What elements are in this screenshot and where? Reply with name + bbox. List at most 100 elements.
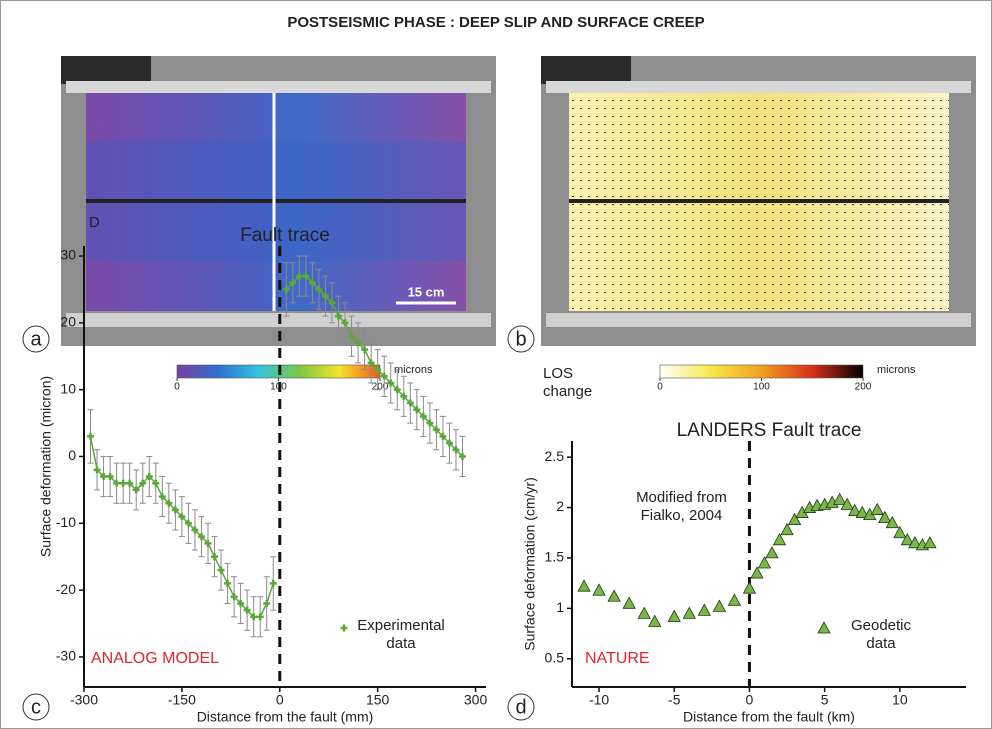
data-point	[224, 579, 232, 587]
data-point	[165, 499, 173, 507]
data-point	[406, 399, 414, 407]
data-point	[592, 583, 606, 596]
data-point	[269, 579, 277, 587]
data-point	[282, 285, 290, 293]
data-point	[126, 479, 134, 487]
data-point	[197, 533, 205, 541]
data-point	[184, 519, 192, 527]
panel-label: c	[31, 696, 41, 718]
panel-label: b	[515, 328, 526, 350]
chart-title: Fault trace	[240, 225, 330, 246]
x-axis-label: Distance from the fault (km)	[683, 709, 855, 725]
data-point	[340, 624, 348, 632]
data-point	[923, 535, 937, 549]
y-tick-label: -10	[56, 514, 76, 530]
data-point	[426, 419, 434, 427]
annotation: NATURE	[585, 650, 650, 667]
data-point	[354, 339, 362, 347]
colorbar-tick-label: 100	[753, 382, 770, 393]
data-point	[908, 535, 922, 549]
data-point	[445, 439, 453, 447]
data-point	[648, 614, 662, 627]
data-point	[341, 319, 349, 327]
y-tick-label: 2	[556, 498, 564, 514]
data-point	[637, 606, 651, 619]
data-point	[256, 613, 264, 621]
colorbar-unit: microns	[394, 364, 433, 376]
data-point	[607, 589, 621, 602]
y-tick-label: 20	[60, 314, 76, 330]
x-tick-label: 5	[821, 692, 829, 708]
panel-label: d	[515, 696, 526, 718]
data-point	[682, 606, 696, 619]
data-point	[335, 312, 343, 320]
data-point	[757, 556, 772, 569]
data-point	[367, 359, 375, 367]
data-point	[171, 506, 179, 514]
data-point	[308, 279, 316, 287]
colorbar-tick-label: 200	[855, 382, 872, 393]
legend: Experimental data	[340, 617, 486, 653]
data-point	[577, 579, 591, 592]
data-point	[145, 473, 153, 481]
y-tick-label: 30	[60, 247, 76, 263]
data-point	[152, 479, 160, 487]
data-point	[439, 432, 447, 440]
data-point	[750, 566, 764, 579]
chart-title: LANDERS Fault trace	[677, 420, 862, 441]
legend: Geodetic data	[817, 617, 966, 653]
data-point	[380, 372, 388, 380]
data-point	[106, 473, 114, 481]
data-point	[139, 479, 147, 487]
data-point	[780, 522, 794, 536]
data-point	[217, 566, 225, 574]
figure-title: POSTSEISMIC PHASE : DEEP SLIP AND SURFAC…	[287, 14, 704, 31]
x-tick-label: 0	[276, 692, 284, 708]
data-point	[178, 513, 186, 521]
y-unit-label: D	[89, 214, 100, 231]
y-tick-label: 0	[68, 447, 76, 463]
legend-label: Experimental data	[357, 617, 445, 652]
data-point	[833, 492, 847, 505]
x-tick-label: 10	[892, 692, 908, 708]
y-tick-label: -20	[56, 581, 76, 597]
data-point	[361, 346, 369, 354]
legend-marker	[340, 624, 348, 632]
data-point	[295, 272, 303, 280]
legend-label: Geodetic data	[850, 617, 912, 652]
y-axis-label: Surface deformation (micron)	[38, 376, 54, 557]
data-point	[772, 532, 787, 546]
annotation: Modified from Fialko, 2004	[636, 489, 727, 524]
data-point	[787, 512, 802, 526]
data-point	[765, 546, 779, 559]
colorbar-tick-label: 200	[372, 382, 389, 393]
data-point	[100, 473, 108, 481]
data-point	[113, 479, 121, 487]
data-point	[459, 452, 467, 460]
data-point	[697, 603, 712, 616]
y-tick-label: 10	[60, 380, 76, 396]
data-point	[413, 406, 421, 414]
data-point	[387, 379, 395, 387]
y-tick-label: 1	[556, 599, 564, 615]
panel-labels: a b c d	[22, 325, 535, 721]
data-point	[393, 386, 401, 394]
data-point	[885, 515, 899, 529]
data-point	[817, 621, 831, 634]
data-point	[237, 599, 245, 607]
y-tick-label: 2.5	[545, 448, 565, 464]
x-tick-label: -10	[589, 692, 609, 708]
y-axis-label: Surface deformation (cm/yr)	[522, 477, 538, 651]
data-point	[855, 505, 869, 518]
x-tick-label: -150	[168, 692, 196, 708]
data-point	[211, 553, 219, 561]
data-point	[452, 446, 460, 454]
colorbar-unit: microns	[877, 364, 916, 376]
data-point	[840, 497, 854, 510]
data-point	[712, 599, 727, 612]
scale-bar-label: 15 cm	[408, 284, 445, 299]
y-tick-label: -30	[56, 648, 76, 664]
data-point	[302, 272, 310, 280]
